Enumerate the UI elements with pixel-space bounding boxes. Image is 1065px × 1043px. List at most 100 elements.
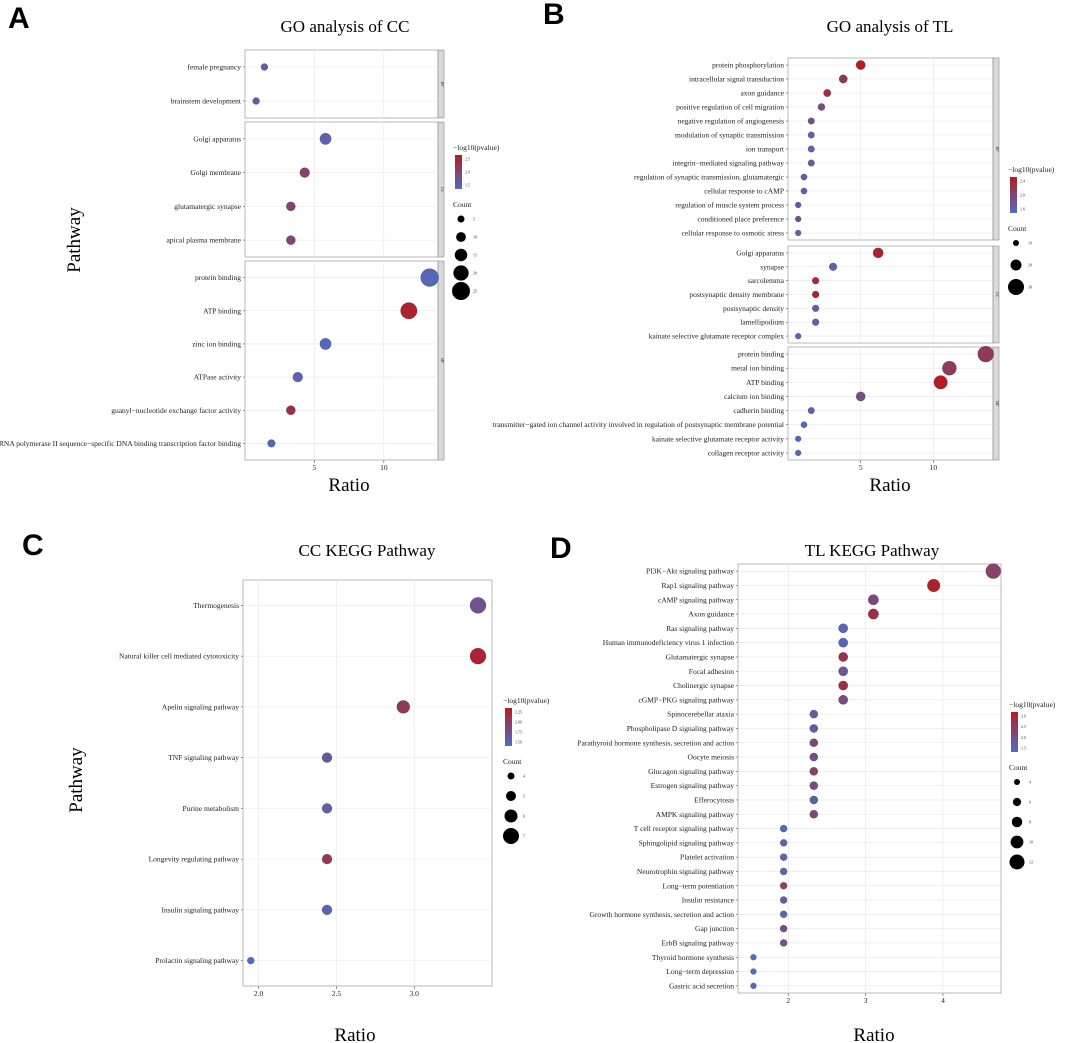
size-legend-label: 25 — [473, 289, 477, 294]
data-point — [942, 360, 957, 376]
category-label: synapse — [760, 262, 784, 271]
size-legend-label: 30 — [1028, 285, 1032, 290]
category-label: ATP binding — [746, 378, 784, 387]
data-point — [809, 752, 819, 762]
category-label: Platelet activation — [680, 853, 734, 862]
category-label: Spinocerebellar ataxia — [667, 710, 735, 719]
data-point — [811, 276, 820, 285]
size-legend-dot — [1010, 835, 1024, 849]
size-legend-dot — [452, 282, 470, 300]
data-point — [933, 375, 948, 390]
size-legend-dot — [457, 215, 465, 223]
color-legend-tick: 2.0 — [1021, 735, 1026, 740]
data-point — [794, 449, 802, 457]
data-point — [779, 881, 788, 890]
data-point — [809, 738, 819, 748]
data-point — [807, 131, 815, 139]
category-label: Axon guidance — [688, 610, 734, 619]
size-legend-dot — [454, 248, 468, 262]
size-legend-dot — [453, 265, 469, 281]
size-legend-label: 10 — [1028, 241, 1032, 246]
chart-title-a: GO analysis of CC — [281, 17, 410, 36]
color-legend-title: −log10(pvalue) — [1009, 700, 1056, 709]
category-label: conditioned place preference — [697, 215, 784, 224]
category-label: Neurotrophin signaling pathway — [637, 867, 734, 876]
category-label: guanyl−nucleotide exchange factor activi… — [111, 406, 241, 415]
data-point — [807, 159, 815, 167]
category-label: female pregnancy — [187, 63, 241, 72]
data-point — [794, 332, 802, 340]
facet-strip-label: BP — [995, 147, 1000, 153]
x-axis-title: Ratio — [334, 1025, 375, 1043]
size-legend-label: 10 — [473, 235, 477, 240]
x-tick-label: 2 — [786, 996, 790, 1005]
panel-b: GO analysis of TL BP protein phosphorylati… — [493, 17, 1055, 496]
category-label: regulation of synaptic transmission, glu… — [634, 173, 785, 182]
facet-panel — [244, 260, 439, 461]
size-legend-dot — [1010, 259, 1022, 271]
color-legend-title: −log10(pvalue) — [453, 143, 500, 152]
data-point — [779, 867, 788, 876]
category-label: protein phosphorylation — [712, 61, 784, 70]
data-point — [779, 910, 788, 919]
category-label: AMPK signaling pathway — [656, 810, 735, 819]
category-label: ATP binding — [203, 306, 241, 315]
size-legend-title: Count — [1008, 224, 1027, 233]
data-point — [779, 853, 788, 861]
color-legend-title: −log10(pvalue) — [1008, 165, 1055, 174]
facet-panel — [242, 579, 493, 987]
data-point — [292, 371, 303, 383]
facet-strip-label: MF — [440, 358, 445, 365]
category-label: Glutamatergic synapse — [666, 652, 735, 661]
x-tick-label: 4 — [941, 996, 945, 1005]
category-label: Golgi membrane — [190, 168, 241, 177]
category-label: collagen receptor activity — [708, 448, 784, 457]
category-label: Insulin resistance — [682, 896, 735, 905]
size-legend-label: 6 — [523, 814, 525, 819]
size-legend-dot — [456, 232, 466, 242]
category-label: regulation of muscle system process — [675, 201, 784, 210]
data-point — [400, 302, 418, 320]
facet-strip-label: BP — [440, 82, 445, 88]
data-point — [800, 173, 808, 181]
category-label: kainate selective glutamate receptor com… — [649, 332, 785, 341]
data-point — [779, 939, 788, 947]
data-point — [321, 752, 333, 763]
panel-letter-d: D — [550, 532, 572, 565]
color-legend-tick: 3.0 — [1021, 714, 1026, 719]
category-label: protein binding — [195, 273, 241, 282]
size-legend-label: 10 — [1029, 840, 1033, 845]
data-point — [811, 304, 820, 313]
x-tick-label: 5 — [313, 463, 317, 472]
category-label: Ras signaling pathway — [666, 624, 734, 633]
data-point — [867, 594, 879, 606]
facet-strip — [437, 121, 445, 258]
data-point — [800, 421, 808, 429]
category-label: Growth hormone synthesis, secretion and … — [589, 910, 734, 919]
category-label: RNA polymerase II sequence−specific DNA … — [0, 439, 241, 448]
category-label: Longevity regulating pathway — [149, 855, 240, 864]
color-legend-tick: 1.6 — [1020, 207, 1025, 212]
data-point — [811, 290, 820, 299]
category-label: negative regulation of angiogenesis — [678, 117, 785, 126]
data-point — [299, 167, 310, 178]
data-point — [794, 201, 802, 209]
color-legend-tick: 2.00 — [515, 720, 522, 725]
category-label: Golgi apparatus — [736, 248, 784, 257]
facet-panel — [244, 49, 439, 119]
color-legend-bar — [505, 708, 512, 746]
data-point — [838, 666, 849, 677]
data-point — [809, 781, 819, 790]
category-label: apical plasma membrane — [166, 236, 241, 245]
size-legend-label: 20 — [473, 271, 477, 276]
color-legend-tick: 1.5 — [1021, 746, 1026, 751]
panel-c: CC KEGG Pathway Thermogenesis Natural kill… — [66, 541, 550, 1043]
category-label: Rap1 signaling pathway — [662, 581, 735, 590]
data-point — [286, 405, 296, 416]
category-label: postsynaptic density membrane — [689, 290, 784, 299]
data-point — [750, 954, 757, 961]
category-label: ATPase activity — [194, 373, 242, 382]
category-label: cGMP−PKG signaling pathway — [639, 695, 735, 704]
size-legend-label: 12 — [1029, 860, 1033, 865]
